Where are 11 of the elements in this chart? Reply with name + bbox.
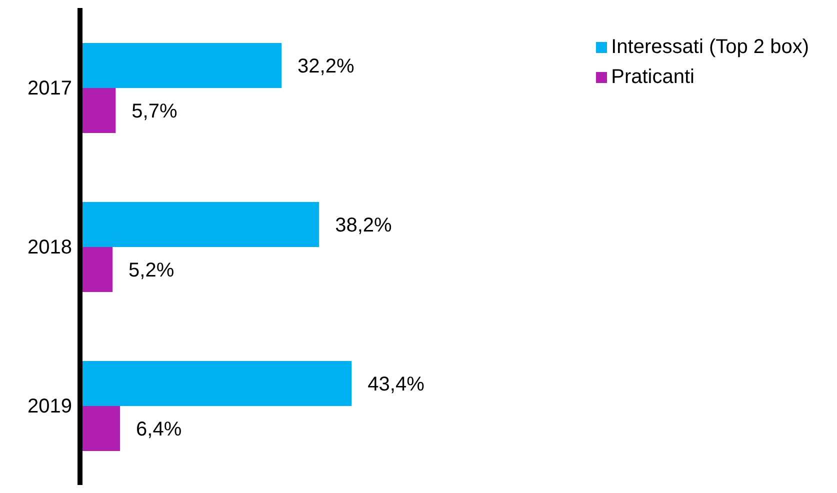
legend-label: Interessati (Top 2 box) <box>611 36 809 58</box>
y-tick-label: 2018 <box>28 236 72 259</box>
data-label: 6,4% <box>136 418 182 441</box>
legend-label: Praticanti <box>611 66 694 88</box>
data-label: 5,2% <box>128 260 174 282</box>
data-label: 43,4% <box>368 374 425 396</box>
y-tick-label: 2017 <box>28 78 72 100</box>
y-tick-label: 2019 <box>28 396 72 418</box>
data-label: 32,2% <box>298 56 354 78</box>
data-label: 5,7% <box>132 100 178 123</box>
data-label: 38,2% <box>335 214 392 237</box>
